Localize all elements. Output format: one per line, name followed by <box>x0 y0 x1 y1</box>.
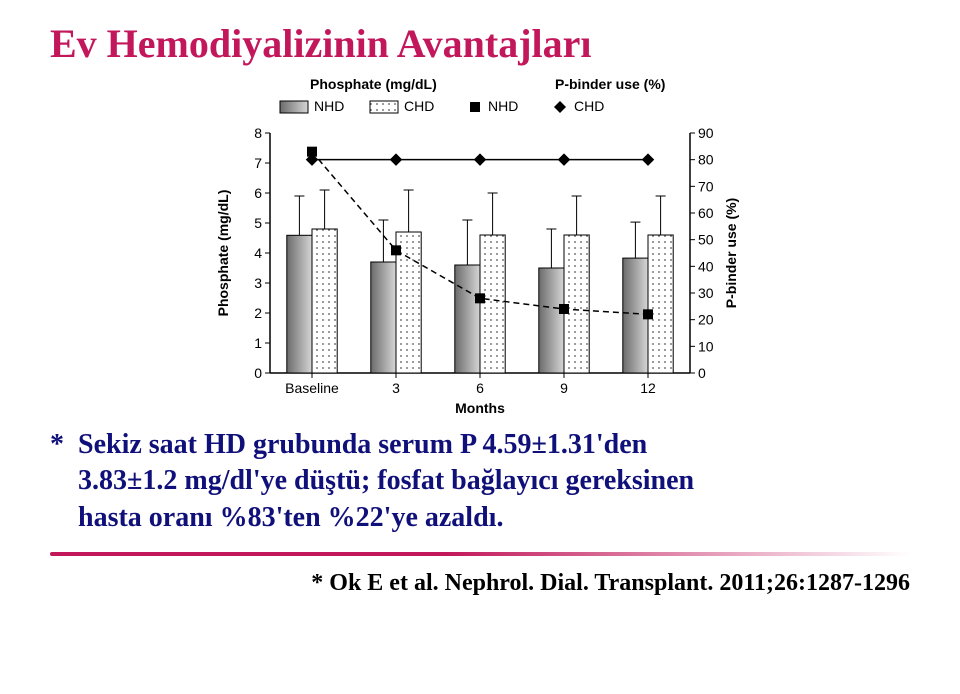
svg-text:70: 70 <box>698 178 714 194</box>
svg-text:P-binder use (%): P-binder use (%) <box>723 198 739 308</box>
svg-text:NHD: NHD <box>314 98 344 114</box>
svg-text:40: 40 <box>698 258 714 274</box>
svg-text:Phosphate (mg/dL): Phosphate (mg/dL) <box>310 77 437 92</box>
svg-text:8: 8 <box>254 125 262 141</box>
svg-text:90: 90 <box>698 125 714 141</box>
svg-text:Months: Months <box>455 400 505 416</box>
svg-text:1: 1 <box>254 335 262 351</box>
svg-text:9: 9 <box>560 380 568 396</box>
svg-text:5: 5 <box>254 215 262 231</box>
svg-text:60: 60 <box>698 205 714 221</box>
svg-text:30: 30 <box>698 285 714 301</box>
bullet-line-2: 3.83±1.2 mg/dl'ye düştü; fosfat bağlayıc… <box>78 465 694 496</box>
svg-text:50: 50 <box>698 232 714 248</box>
svg-text:2: 2 <box>254 305 262 321</box>
svg-text:10: 10 <box>698 338 714 354</box>
divider-line <box>50 552 910 556</box>
svg-text:P-binder use (%): P-binder use (%) <box>555 77 665 92</box>
phosphate-chart: Phosphate (mg/dL) P-binder use (%) NHD CHD N… <box>200 77 760 417</box>
svg-text:CHD: CHD <box>404 98 434 114</box>
svg-text:3: 3 <box>254 275 262 291</box>
svg-text:0: 0 <box>254 365 262 381</box>
bullet-text: *Sekiz saat HD grubunda serum P 4.59±1.3… <box>50 427 910 536</box>
svg-text:80: 80 <box>698 152 714 168</box>
svg-text:0: 0 <box>698 365 706 381</box>
page-title: Ev Hemodiyalizinin Avantajları <box>50 20 910 67</box>
svg-text:7: 7 <box>254 155 262 171</box>
svg-text:Baseline: Baseline <box>285 380 339 396</box>
svg-text:NHD: NHD <box>488 98 518 114</box>
svg-text:20: 20 <box>698 312 714 328</box>
chart-container: Phosphate (mg/dL) P-binder use (%) NHD CHD N… <box>50 77 910 417</box>
svg-text:6: 6 <box>254 185 262 201</box>
svg-text:4: 4 <box>254 245 262 261</box>
svg-text:CHD: CHD <box>574 98 604 114</box>
citation-text: * Ok E et al. Nephrol. Dial. Transplant.… <box>50 570 910 597</box>
bullet-line-3: hasta oranı %83'ten %22'ye azaldı. <box>78 502 503 533</box>
bullet-line-1: Sekiz saat HD grubunda serum P 4.59±1.31… <box>78 429 647 460</box>
svg-text:Phosphate (mg/dL): Phosphate (mg/dL) <box>215 190 231 317</box>
svg-text:12: 12 <box>640 380 656 396</box>
svg-text:3: 3 <box>392 380 400 396</box>
svg-text:6: 6 <box>476 380 484 396</box>
